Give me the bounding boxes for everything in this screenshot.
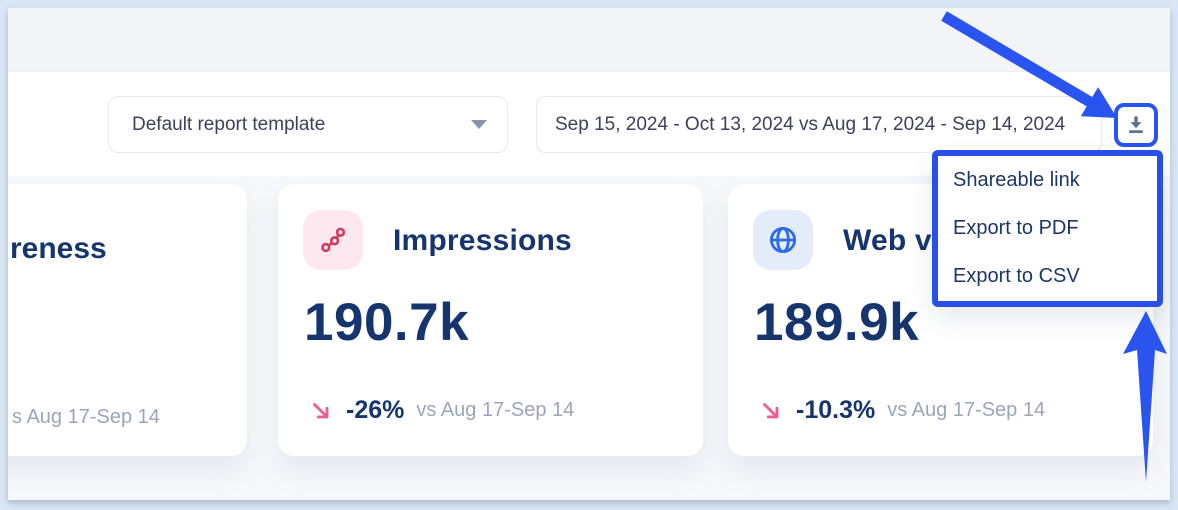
kpi-compare-label: vs Aug 17-Sep 14	[416, 399, 575, 421]
download-icon	[1128, 116, 1144, 134]
kpi-footer: -10.3% vs Aug 17-Sep 14	[758, 396, 1045, 425]
kpi-footer: -26% vs Aug 17-Sep 14	[308, 396, 574, 425]
globe-icon	[753, 210, 813, 270]
menu-item-export-pdf[interactable]: Export to PDF	[953, 217, 1079, 239]
chevron-down-icon	[471, 120, 487, 129]
menu-item-shareable-link[interactable]: Shareable link	[953, 169, 1080, 192]
top-toolbar	[8, 8, 1170, 72]
report-template-select[interactable]: Default report template	[108, 96, 508, 153]
download-report-button[interactable]	[1114, 103, 1158, 147]
export-menu: Shareable link Export to PDF Export to C…	[932, 150, 1163, 307]
date-range-value: Sep 15, 2024 - Oct 13, 2024 vs Aug 17, 2…	[555, 113, 1066, 135]
scatter-chart-icon	[303, 210, 363, 270]
kpi-compare-label: s Aug 17-Sep 14	[12, 406, 160, 428]
kpi-card-impressions: Impressions 190.7k -26% vs Aug 17-Sep 14	[278, 184, 703, 456]
report-screen: Default report template Sep 15, 2024 - O…	[8, 8, 1170, 500]
menu-item-export-csv[interactable]: Export to CSV	[953, 264, 1080, 287]
kpi-value: 189.9k	[754, 293, 920, 352]
kpi-card-awareness: reness s Aug 17-Sep 14	[8, 184, 247, 456]
kpi-change-percent: -10.3%	[796, 396, 876, 424]
report-template-value: Default report template	[132, 113, 326, 135]
trend-down-arrow-icon	[763, 402, 779, 418]
kpi-change-percent: -26%	[346, 396, 405, 424]
kpi-value: 190.7k	[304, 293, 470, 352]
kpi-card-title: reness	[10, 232, 107, 265]
kpi-card-title: Impressions	[393, 224, 572, 257]
trend-down-arrow-icon	[313, 402, 329, 418]
kpi-compare-label: vs Aug 17-Sep 14	[887, 399, 1046, 421]
date-range-select[interactable]: Sep 15, 2024 - Oct 13, 2024 vs Aug 17, 2…	[536, 96, 1102, 153]
